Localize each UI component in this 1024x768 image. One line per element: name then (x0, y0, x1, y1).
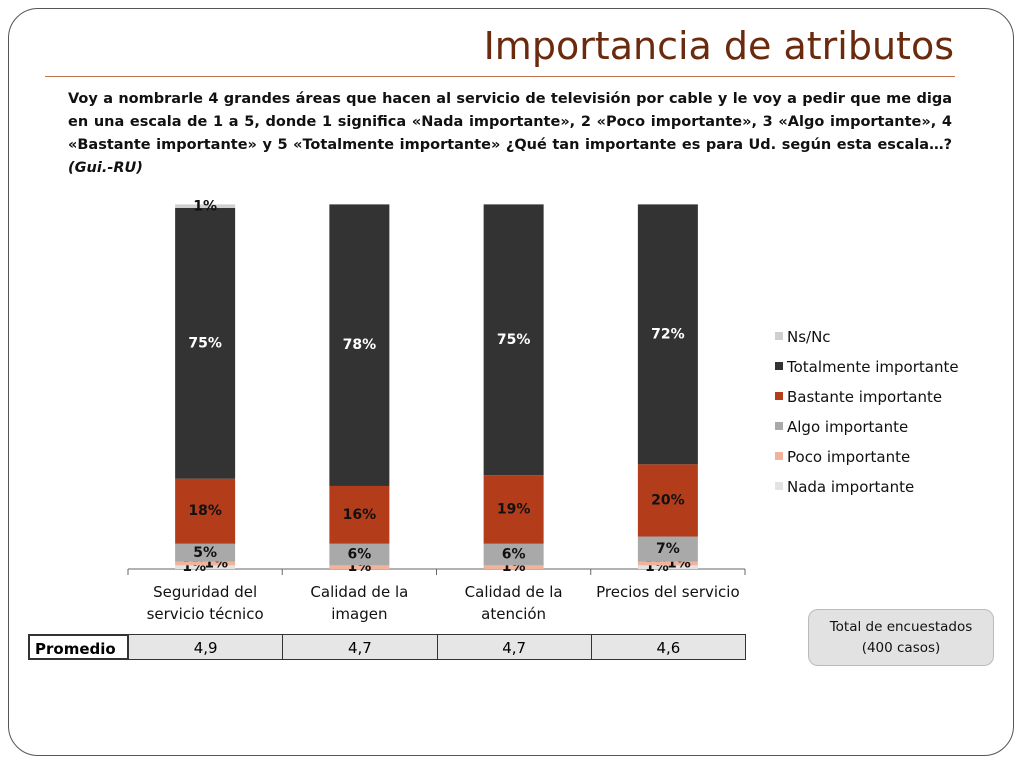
legend-swatch (775, 332, 783, 340)
table-cell: 4,7 (282, 634, 438, 660)
data-label: 75% (188, 335, 222, 351)
note-line: (400 casos) (861, 640, 941, 656)
legend-entry: Nada importante (775, 478, 914, 496)
question-text: Voy a nombrarle 4 grandes áreas que hace… (68, 91, 952, 153)
x-tick-label: Calidad de la imagen (310, 583, 409, 623)
bar-segment (175, 204, 236, 208)
x-tick-label: Calidad de la atención (464, 583, 563, 623)
data-label: 18% (188, 503, 222, 519)
bar-segment (637, 561, 698, 566)
data-label: 78% (343, 337, 377, 353)
x-tick-label: Seguridad del servicio técnico (146, 583, 264, 623)
legend-swatch (775, 452, 783, 460)
data-label: 75% (497, 332, 531, 348)
table-cell: 4,9 (128, 634, 284, 660)
bar-segment (483, 543, 544, 566)
bar-segment (483, 565, 544, 569)
bar-segment (175, 561, 236, 566)
legend-entry: Algo importante (775, 418, 908, 436)
table-label: Promedio (28, 634, 129, 660)
data-label: 6% (347, 547, 371, 563)
bar-segment (175, 208, 236, 479)
table-cell: 4,6 (590, 634, 746, 660)
bar-segment (329, 485, 390, 544)
data-label: 1% (193, 198, 217, 214)
bar-segment (329, 204, 390, 486)
legend-swatch (775, 422, 783, 430)
legend-swatch (775, 482, 783, 490)
data-label: 7% (656, 541, 680, 557)
legend-entry: Bastante importante (775, 388, 942, 406)
legend-label: Ns/Nc (787, 328, 831, 346)
note-box: Total de encuestados (400 casos) (808, 609, 994, 666)
bar-segment (637, 536, 698, 562)
bar-segment (175, 543, 236, 562)
data-label: 19% (497, 501, 531, 517)
data-label: 5% (193, 545, 217, 561)
data-label: 20% (651, 492, 685, 508)
bar-segment (483, 475, 544, 544)
bar-segment (483, 204, 544, 476)
title-rule (45, 76, 955, 77)
bar-segment (637, 464, 698, 537)
table-cell: 4,7 (436, 634, 592, 660)
question-note: (Gui.-RU) (68, 160, 143, 176)
data-label: 16% (343, 507, 377, 523)
note-line: Total de encuestados (829, 619, 973, 635)
slide-title: Importancia de atributos (483, 24, 954, 68)
bar-segment (637, 565, 698, 569)
legend-entry: Totalmente importante (775, 358, 959, 376)
legend-label: Algo importante (787, 418, 909, 436)
legend-label: Poco importante (787, 448, 911, 466)
bar-segment (329, 565, 390, 569)
bar-segment (637, 204, 698, 465)
data-label: 6% (502, 547, 526, 563)
bar-segment (175, 565, 236, 569)
legend-entry: Ns/Nc (775, 328, 831, 346)
bar-segment (175, 478, 236, 544)
legend-label: Nada importante (787, 478, 915, 496)
legend-label: Bastante importante (787, 388, 943, 406)
slide-frame (8, 8, 1014, 756)
question: Voy a nombrarle 4 grandes áreas que hace… (68, 88, 952, 180)
data-label: 72% (651, 326, 685, 342)
legend-entry: Poco importante (775, 448, 910, 466)
legend-label: Totalmente importante (787, 358, 959, 376)
legend-swatch (775, 392, 783, 400)
legend-swatch (775, 362, 783, 370)
bar-segment (329, 543, 390, 566)
x-tick-label: Precios del servicio (596, 583, 740, 601)
